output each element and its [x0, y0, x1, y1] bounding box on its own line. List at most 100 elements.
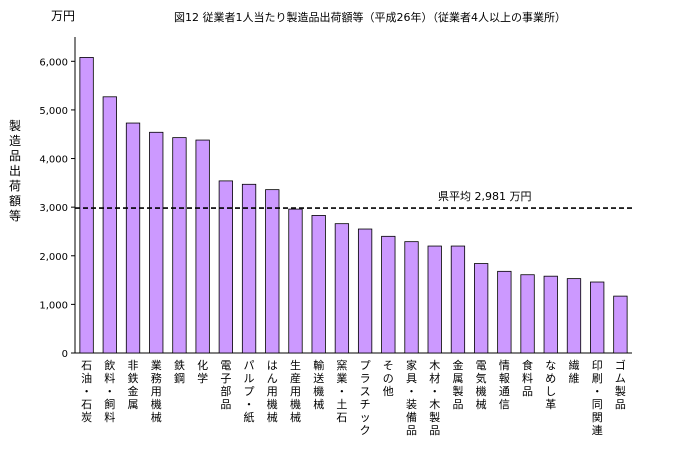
x-tick-label-char: 用 [151, 385, 162, 398]
y-tick-label: 4,000 [39, 155, 68, 166]
x-tick-label: 石油・石炭 [81, 359, 92, 424]
x-tick-label-char: 石 [81, 398, 92, 411]
x-tick-label-char: 刷 [592, 372, 603, 385]
y-tick-label: 3,000 [39, 203, 68, 214]
x-tick-label-char: 報 [499, 372, 510, 385]
x-tick-label-char: ん [267, 372, 278, 385]
x-tick-label-char: 情 [499, 359, 510, 372]
x-tick-label-char: ラ [360, 372, 371, 385]
x-tick-label-char: 学 [197, 371, 208, 385]
x-tick-label-char: 機 [267, 397, 278, 411]
average-line-label: 県平均 2,981 万円 [438, 190, 531, 203]
x-tick-label-char: 属 [128, 398, 139, 411]
x-tick-label-char: 同 [592, 398, 603, 411]
x-tick-label-char: ・ [81, 385, 92, 398]
bar [334, 223, 350, 354]
bar [218, 180, 233, 354]
x-tick-label-char: め [545, 372, 556, 385]
x-tick-label-char: 金 [452, 358, 463, 372]
x-tick-label-char: 料 [522, 371, 533, 385]
x-tick-label-char: 輸 [313, 358, 324, 372]
y-tick-label: 1,000 [39, 300, 68, 311]
x-tick-label-char: 通 [499, 385, 510, 398]
bar [566, 278, 582, 354]
x-tick-label-char: そ [383, 359, 394, 372]
x-tick-label-char: 品 [522, 385, 533, 398]
x-tick-label-char: 家 [406, 358, 417, 372]
x-tick-label-char: 務 [151, 371, 162, 385]
x-tick-label-char: 機 [290, 397, 301, 411]
x-tick-label-char: 生 [290, 358, 301, 372]
x-tick-label-char: 品 [429, 424, 440, 437]
x-tick-label: 鉄鋼 [174, 358, 185, 385]
x-tick-label-char: な [545, 359, 556, 372]
bar [520, 274, 535, 354]
x-tick-label-char: 機 [313, 384, 324, 398]
x-tick-label-char: 送 [313, 371, 324, 385]
x-tick-label-char: 械 [313, 397, 324, 411]
x-tick-label-char: 品 [452, 398, 463, 411]
x-tick-label-char: 紙 [244, 410, 255, 424]
bar [474, 263, 489, 354]
x-tick-label-char: 金 [128, 384, 139, 398]
x-tick-label: 家具・装備品 [406, 358, 417, 437]
x-tick-label-char: 鋼 [174, 371, 185, 385]
x-tick-label-char: 関 [592, 411, 603, 424]
y-tick-label: 2,000 [39, 252, 68, 263]
x-axis-labels: 石油・石炭飲料・飼料非鉄金属業務用機械鉄鋼化学電子部品パルプ・紙はん用機械生産用… [81, 358, 626, 437]
chart-title: 図12 従業者1人当たり製造品出荷額等（平成26年）（従業者4人以上の事業所） [174, 10, 566, 24]
x-tick-label-char: 製 [452, 384, 463, 398]
x-tick-label-char: 飲 [104, 358, 115, 372]
x-tick-label-char: 他 [383, 385, 394, 398]
x-tick-label-char: 電 [220, 359, 231, 372]
x-tick-label-char: 木 [429, 359, 440, 372]
x-tick-label-char: 石 [336, 411, 347, 424]
x-tick-label-char: 機 [151, 397, 162, 411]
x-tick-label-char: 鉄 [174, 358, 185, 372]
x-tick-label-char: 土 [336, 398, 347, 411]
x-tick-label-char: し [545, 385, 556, 398]
x-tick-label: 食料品 [522, 358, 533, 398]
bar [357, 228, 373, 354]
bar [404, 241, 419, 354]
x-tick-label-char: 部 [220, 384, 231, 398]
x-tick-label-char: 装 [406, 398, 417, 411]
x-tick-label-char: 化 [197, 358, 208, 372]
y-axis-label-char: 等 [9, 209, 21, 223]
x-tick-label-char: ・ [244, 398, 255, 411]
bar [241, 183, 257, 354]
x-tick-label-char: 械 [151, 410, 162, 424]
bar [79, 57, 94, 354]
x-tick-label-char: 材 [429, 371, 440, 385]
bar [613, 295, 628, 354]
bar [497, 270, 512, 354]
x-tick-label-char: 食 [522, 358, 533, 372]
x-tick-label-char: 品 [406, 424, 417, 437]
x-tick-label-char: 飼 [104, 397, 115, 411]
x-tick-label-char: プ [360, 359, 371, 372]
x-tick-label-char: 非 [128, 359, 139, 372]
x-tick-label-char: プ [244, 385, 255, 398]
x-tick-label-char: 産 [290, 372, 301, 385]
x-tick-label-char: 属 [452, 372, 463, 385]
x-tick-label-char: 気 [476, 371, 487, 385]
bar [102, 96, 117, 354]
bar [450, 245, 466, 354]
x-tick-label-char: 油 [81, 371, 92, 385]
unit-label: 万円 [51, 9, 75, 23]
x-tick-label-char: ・ [592, 385, 603, 398]
x-tick-label-char: 料 [104, 410, 115, 424]
y-tick-label: 0 [62, 349, 68, 360]
y-axis-label-char: 造 [9, 134, 21, 148]
x-tick-label-char: 用 [267, 385, 278, 398]
x-tick-label-char: 具 [406, 372, 417, 385]
bar [149, 131, 164, 354]
